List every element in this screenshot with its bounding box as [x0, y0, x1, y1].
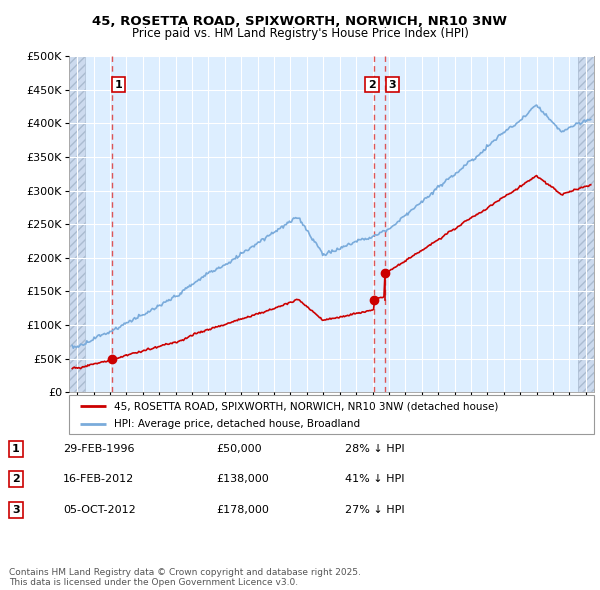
Text: 1: 1	[12, 444, 20, 454]
Text: £138,000: £138,000	[216, 474, 269, 484]
Bar	[578, 56, 594, 392]
Text: 1: 1	[115, 80, 122, 90]
Text: 45, ROSETTA ROAD, SPIXWORTH, NORWICH, NR10 3NW: 45, ROSETTA ROAD, SPIXWORTH, NORWICH, NR…	[92, 15, 508, 28]
Text: 29-FEB-1996: 29-FEB-1996	[63, 444, 134, 454]
Text: HPI: Average price, detached house, Broadland: HPI: Average price, detached house, Broa…	[113, 419, 360, 429]
Text: 2: 2	[12, 474, 20, 484]
Bar	[69, 56, 85, 392]
Text: Contains HM Land Registry data © Crown copyright and database right 2025.
This d: Contains HM Land Registry data © Crown c…	[9, 568, 361, 587]
Text: 2: 2	[368, 80, 376, 90]
Text: 05-OCT-2012: 05-OCT-2012	[63, 505, 136, 515]
Text: 45, ROSETTA ROAD, SPIXWORTH, NORWICH, NR10 3NW (detached house): 45, ROSETTA ROAD, SPIXWORTH, NORWICH, NR…	[113, 401, 498, 411]
Text: Price paid vs. HM Land Registry's House Price Index (HPI): Price paid vs. HM Land Registry's House …	[131, 27, 469, 40]
Text: 3: 3	[389, 80, 396, 90]
Text: £178,000: £178,000	[216, 505, 269, 515]
Text: 41% ↓ HPI: 41% ↓ HPI	[345, 474, 404, 484]
Text: 16-FEB-2012: 16-FEB-2012	[63, 474, 134, 484]
Text: 3: 3	[12, 505, 20, 515]
Text: £50,000: £50,000	[216, 444, 262, 454]
Bar	[578, 56, 594, 392]
Text: 27% ↓ HPI: 27% ↓ HPI	[345, 505, 404, 515]
Bar	[69, 56, 85, 392]
Text: 28% ↓ HPI: 28% ↓ HPI	[345, 444, 404, 454]
